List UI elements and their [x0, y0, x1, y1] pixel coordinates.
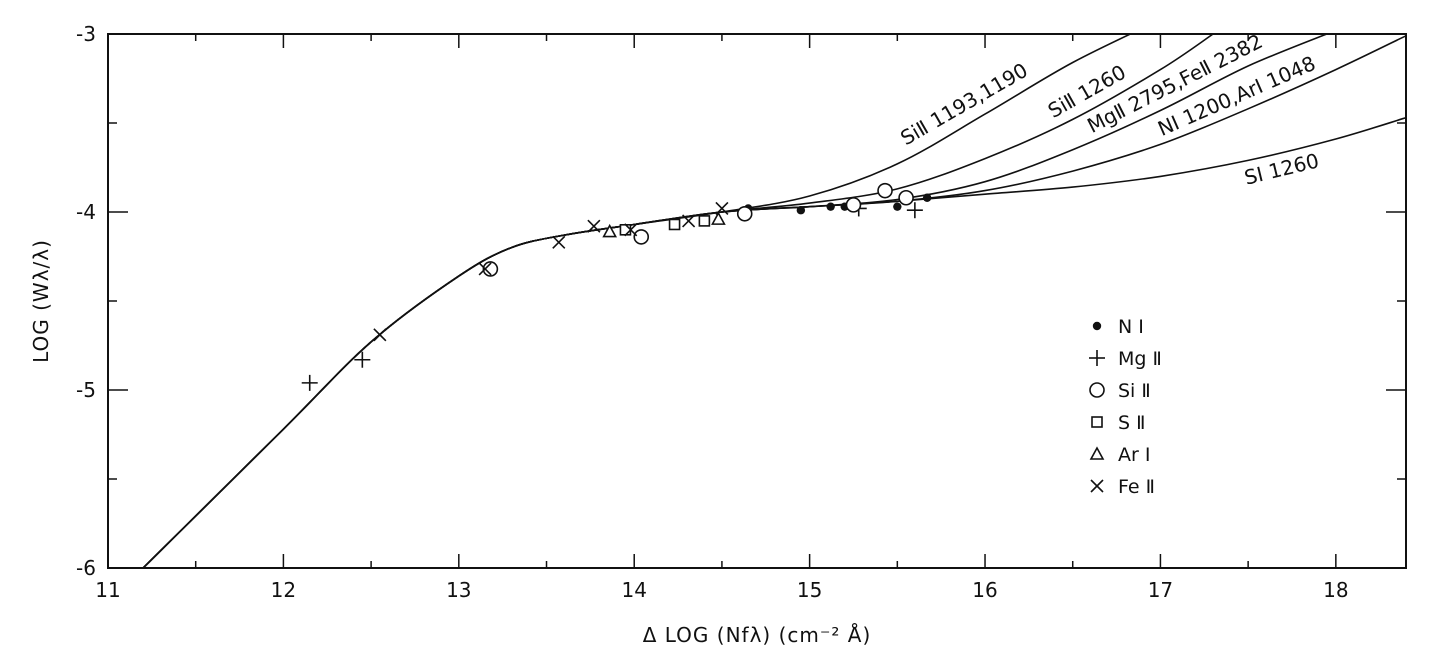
curve-line [142, 34, 1329, 568]
legend-label: Ar I [1118, 444, 1150, 466]
curve-line [142, 34, 1133, 568]
data-point-cross [587, 219, 601, 233]
curve-label: SⅠ 1260 [1242, 148, 1321, 189]
legend-label: Fe Ⅱ [1118, 476, 1155, 498]
y-tick-label: -6 [76, 556, 96, 580]
legend-marker [1091, 416, 1103, 428]
y-tick-label: -3 [76, 22, 96, 46]
x-tick-label: 14 [621, 578, 646, 602]
y-axis-title: LOG (Wλ/λ) [29, 239, 53, 363]
x-tick-label: 12 [271, 578, 296, 602]
x-tick-label: 17 [1148, 578, 1173, 602]
data-point-open-circle [845, 197, 862, 213]
x-tick-label: 11 [95, 578, 120, 602]
data-point-cross [373, 328, 387, 342]
data-point-cross [478, 262, 492, 276]
x-tick-label: 15 [797, 578, 822, 602]
data-point-plus [906, 202, 923, 219]
data-point-cross [624, 223, 638, 237]
data-point-cross [682, 214, 696, 228]
x-tick-label: 13 [446, 578, 471, 602]
y-tick-label: -5 [76, 378, 96, 402]
data-point-filled-circle [826, 202, 835, 211]
data-point-open-triangle [711, 211, 726, 225]
legend-label: Si Ⅱ [1118, 380, 1151, 402]
x-axis-title: Δ LOG (Nfλ) (cm⁻² Å) [643, 623, 872, 647]
data-point-open-triangle [602, 223, 618, 238]
data-point-filled-circle [796, 206, 806, 215]
data-point-plus [354, 351, 371, 368]
legend-label: S Ⅱ [1118, 412, 1145, 434]
x-tick-label: 16 [972, 578, 997, 602]
data-point-cross [715, 201, 729, 216]
legend-label: Mg Ⅱ [1118, 348, 1162, 370]
data-point-open-circle [736, 205, 753, 222]
data-point-open-square [619, 224, 632, 236]
data-point-open-circle [482, 261, 499, 277]
data-point-plus [301, 374, 318, 391]
legend-marker [1089, 446, 1105, 460]
curve-line [142, 116, 1406, 568]
data-point-open-circle [898, 189, 914, 206]
data-point-open-circle [633, 229, 650, 245]
legend-marker [1092, 321, 1102, 331]
legend-marker [1089, 382, 1105, 398]
data-point-open-square [698, 215, 711, 227]
data-point-filled-circle [922, 193, 932, 202]
legend-marker [1089, 350, 1105, 366]
x-tick-label: 18 [1323, 578, 1348, 602]
data-point-cross [552, 235, 566, 249]
legend-label: N I [1118, 316, 1144, 338]
y-tick-label: -4 [76, 200, 96, 224]
curve-label: SiⅡ 1193,1190 [896, 58, 1032, 150]
data-point-open-square [668, 218, 681, 231]
data-point-filled-circle [893, 202, 902, 211]
legend-marker [1090, 479, 1104, 493]
data-point-open-circle [877, 182, 893, 199]
